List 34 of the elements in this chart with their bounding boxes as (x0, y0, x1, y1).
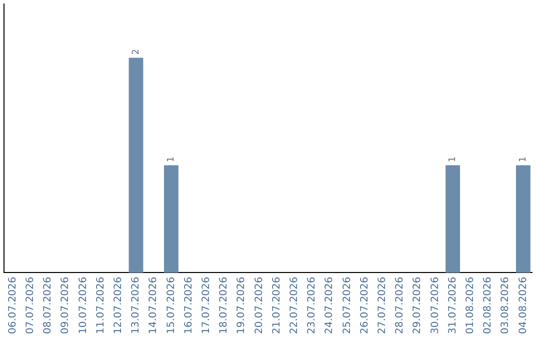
x-tick-label: 17.07.2026 (200, 276, 212, 334)
data-label: 1 (448, 156, 458, 162)
x-tick-label: 24.07.2026 (324, 276, 336, 334)
x-tick-label: 07.07.2026 (24, 276, 36, 334)
x-tick-label: 09.07.2026 (60, 276, 72, 334)
x-tick-label: 01.08.2026 (464, 276, 476, 334)
data-label: 2 (131, 49, 142, 55)
x-tick-label: 26.07.2026 (359, 276, 370, 334)
x-tick-label: 23.07.2026 (306, 276, 318, 334)
x-tick-label: 25.07.2026 (342, 276, 353, 334)
x-tick-label: 13.07.2026 (130, 276, 142, 334)
x-tick-label: 16.07.2026 (183, 276, 194, 334)
x-tick-label: 20.07.2026 (254, 276, 265, 334)
x-tick-label: 31.07.2026 (447, 276, 458, 334)
x-tick-label: 30.07.2026 (430, 276, 441, 334)
x-tick-label: 18.07.2026 (218, 276, 230, 334)
x-tick-label: 08.07.2026 (42, 276, 54, 334)
x-tick-label: 11.07.2026 (95, 276, 106, 334)
x-tick-label: 14.07.2026 (148, 276, 160, 334)
x-tick-label: 10.07.2026 (78, 276, 89, 334)
x-tick-label: 19.07.2026 (236, 276, 248, 334)
x-tick-label: 12.07.2026 (112, 276, 124, 334)
x-tick-label: 02.08.2026 (482, 276, 494, 334)
x-tick-label: 03.08.2026 (500, 276, 512, 334)
x-tick-label: 27.07.2026 (376, 276, 388, 334)
x-tick-label: 22.07.2026 (288, 276, 300, 334)
data-label: 1 (166, 156, 177, 162)
x-tick-label: 21.07.2026 (271, 276, 282, 334)
data-label: 1 (518, 156, 529, 162)
x-tick-label: 15.07.2026 (166, 276, 177, 334)
x-tick-label: 04.08.2026 (518, 276, 529, 334)
x-tick-label: 29.07.2026 (412, 276, 424, 334)
x-tick-label: 06.07.2026 (7, 276, 18, 334)
x-tick-label: 28.07.2026 (394, 276, 406, 334)
